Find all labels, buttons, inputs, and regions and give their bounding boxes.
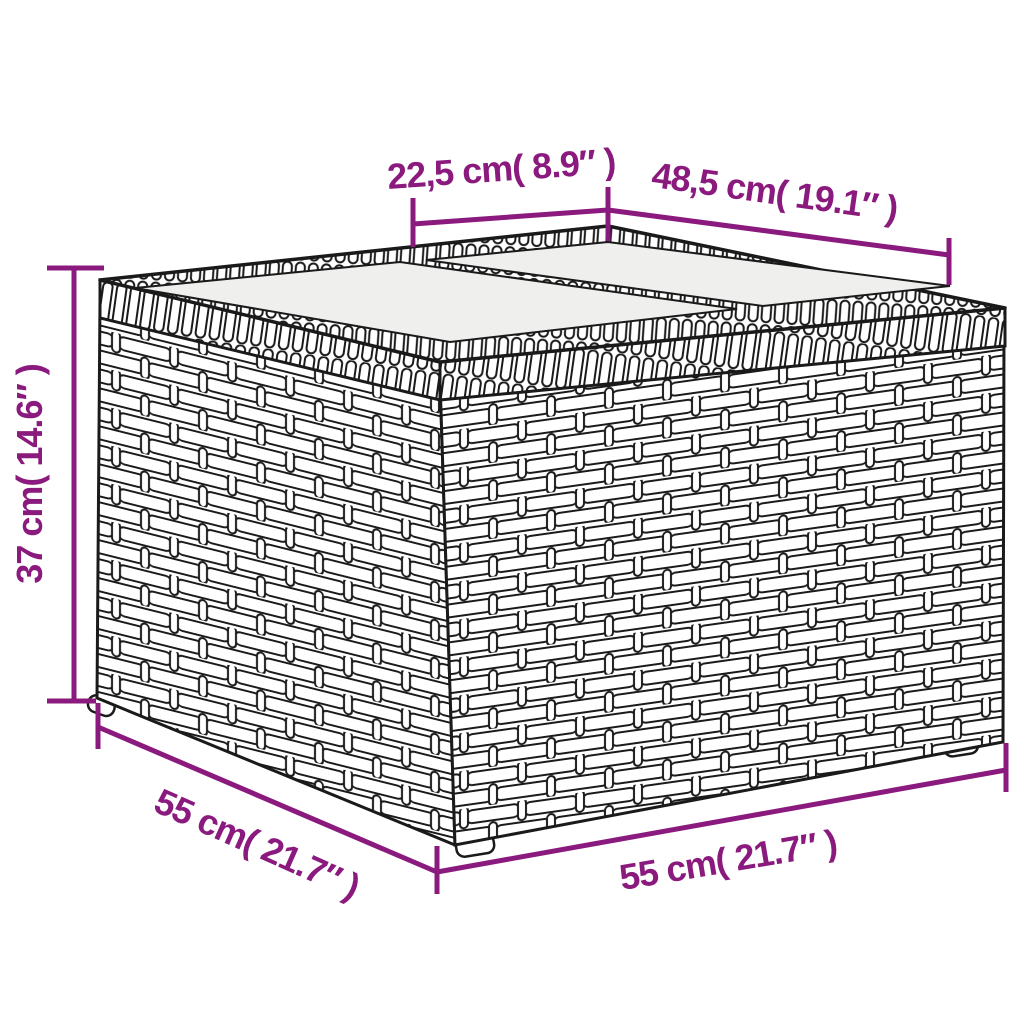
dimension-label-top-right-segment: 48,5 cm( 19.1″ ) bbox=[649, 154, 900, 229]
dimension-label-depth: 55 cm( 21.7″ ) bbox=[149, 780, 366, 907]
dimension-label-top-left-segment: 22,5 cm( 8.9″ ) bbox=[386, 140, 617, 197]
dimension-line-depth bbox=[95, 703, 438, 875]
dimension-line-height bbox=[47, 265, 104, 704]
glass-panel-right bbox=[425, 240, 951, 308]
dimension-line-top-right-segment bbox=[607, 207, 952, 285]
glass-panel-left bbox=[134, 260, 738, 344]
dimension-line-width bbox=[434, 743, 1009, 894]
dimension-lines bbox=[47, 187, 1009, 894]
wicker-table-illustration bbox=[86, 224, 1007, 858]
table-body-front-face bbox=[438, 328, 1006, 847]
dimension-label-height: 37 cm( 14.6″ ) bbox=[9, 364, 50, 583]
dimension-line-top-left-segment bbox=[410, 187, 611, 247]
